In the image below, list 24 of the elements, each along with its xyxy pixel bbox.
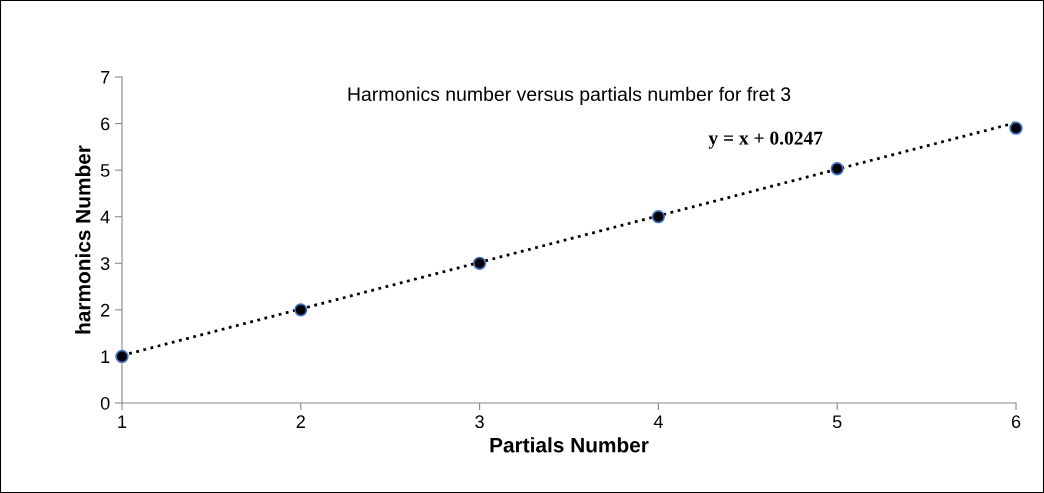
- chart-title: Harmonics number versus partials number for fret 3: [348, 86, 791, 105]
- y-axis-title: harmonics Number: [75, 145, 91, 334]
- point: [651, 210, 666, 224]
- x-tick-label: 4: [653, 415, 663, 428]
- y-tick-label: 1: [101, 350, 110, 363]
- y-tick-label: 6: [101, 117, 110, 131]
- annotation: y = x + 0.0247: [708, 131, 823, 149]
- point: [830, 162, 844, 176]
- point: [294, 303, 308, 317]
- y-tick-label: 0: [100, 396, 110, 410]
- x-tick-label: 6: [1011, 415, 1021, 429]
- y-tick-label: 4: [100, 210, 110, 224]
- x-tick-label: 3: [475, 415, 484, 429]
- point: [472, 256, 487, 270]
- x-tick-label: 5: [832, 415, 842, 429]
- point: [115, 349, 129, 364]
- y-tick-label: 5: [100, 164, 110, 177]
- x-tick-label: 1: [118, 415, 127, 428]
- y-tick-label: 7: [101, 71, 110, 84]
- y-tick-label: 3: [100, 257, 110, 271]
- x-axis-title: Partials Number: [490, 437, 649, 453]
- point: [1009, 121, 1023, 135]
- y-tick-label: 2: [101, 303, 110, 317]
- x-tick-label: 2: [296, 415, 305, 428]
